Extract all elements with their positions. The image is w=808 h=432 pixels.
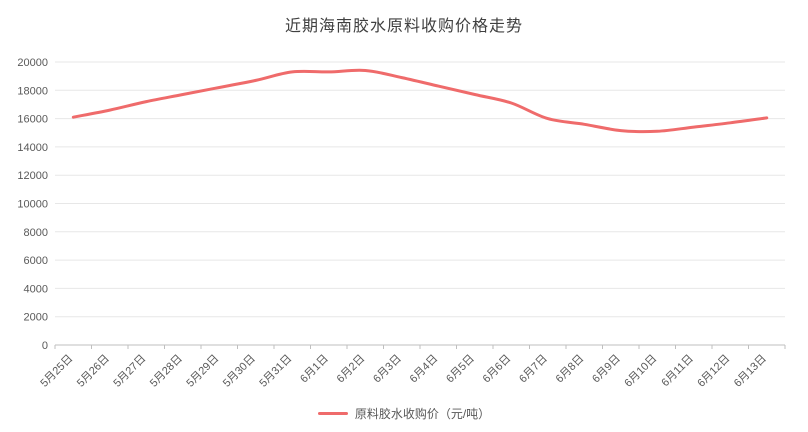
x-axis-tick-label: 6月5日: [444, 353, 477, 386]
x-axis-tick-label: 5月30日: [221, 353, 258, 390]
x-axis-tick-label: 6月11日: [659, 353, 695, 389]
price-series-line: [71, 68, 769, 134]
x-axis-tick-label: 6月8日: [554, 353, 587, 386]
x-axis-tick-label: 5月25日: [38, 353, 75, 390]
x-axis-tick-label: 5月26日: [75, 353, 112, 390]
y-axis-tick-label: 0: [42, 340, 48, 352]
legend: 原料胶水收购价（元/吨）: [0, 405, 808, 422]
legend-line-swatch: [317, 412, 348, 415]
x-axis-tick-label: 6月3日: [371, 353, 404, 386]
x-axis-tick-label: 5月31日: [257, 353, 294, 390]
x-axis-tick-label: 5月29日: [184, 353, 221, 390]
x-axis-tick-label: 6月7日: [517, 353, 550, 386]
y-axis-tick-label: 2000: [24, 312, 48, 324]
chart-title: 近期海南胶水原料收购价格走势: [284, 18, 523, 35]
x-axis-tick-label: 6月9日: [590, 353, 623, 386]
y-axis-tick-label: 10000: [17, 199, 48, 211]
y-axis-tick-label: 6000: [24, 255, 48, 267]
x-axis-tick-label: 6月13日: [732, 353, 769, 390]
legend-label: 原料胶水收购价（元/吨）: [354, 407, 491, 421]
y-axis-tick-label: 16000: [17, 114, 48, 126]
y-axis-tick-label: 8000: [24, 227, 48, 239]
y-axis-tick-label: 4000: [24, 283, 48, 295]
x-axis-tick-label: 5月27日: [111, 353, 148, 390]
x-axis-tick-label: 6月2日: [335, 353, 368, 386]
x-axis-tick-label: 6月10日: [622, 353, 659, 390]
y-axis-tick-label: 12000: [17, 170, 48, 182]
y-axis-tick-label: 20000: [17, 57, 48, 69]
y-axis-tick-label: 14000: [17, 142, 48, 154]
x-axis-tick-label: 6月12日: [695, 353, 732, 390]
y-axis-tick-label: 18000: [17, 85, 48, 97]
x-axis-tick-label: 6月4日: [408, 353, 441, 386]
x-axis-tick-label: 6月1日: [298, 353, 331, 386]
x-axis-tick-label: 6月6日: [481, 353, 514, 386]
x-axis-tick-label: 5月28日: [148, 353, 185, 390]
